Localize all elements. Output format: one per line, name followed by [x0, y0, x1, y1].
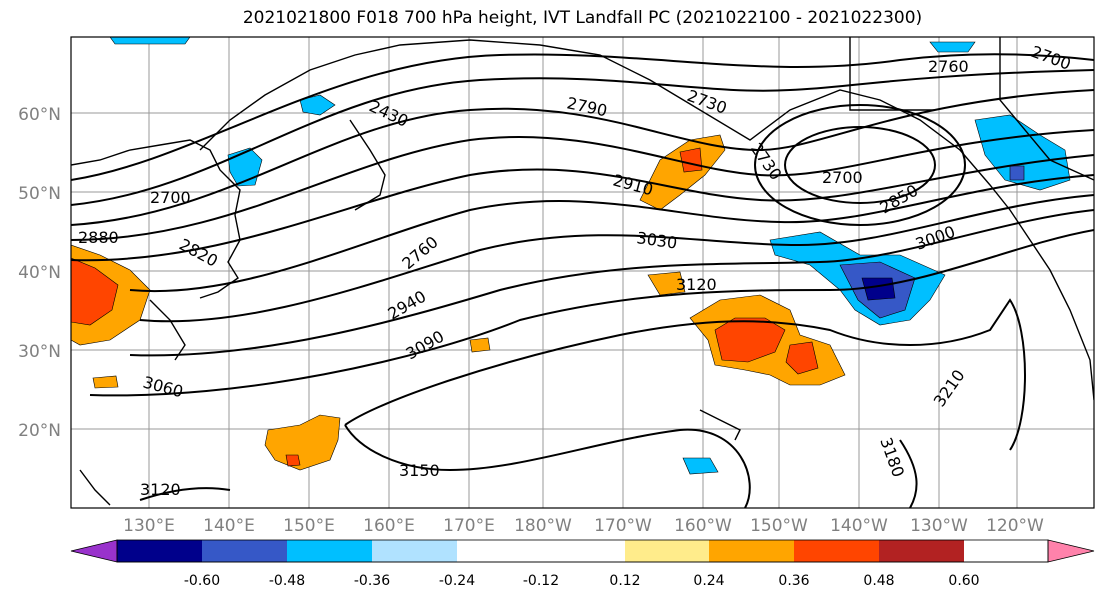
svg-text:150°E: 150°E — [283, 516, 335, 536]
svg-text:160°E: 160°E — [363, 516, 415, 536]
svg-text:0.60: 0.60 — [948, 573, 979, 589]
colorbar-segment — [287, 540, 372, 562]
contour-label: 3120 — [676, 275, 717, 294]
svg-text:170°W: 170°W — [594, 516, 652, 536]
colorbar — [70, 539, 1095, 563]
svg-text:0.12: 0.12 — [609, 573, 640, 589]
contour-label: 2880 — [78, 228, 119, 247]
contour-label: 2760 — [928, 57, 969, 76]
contour-label: 2700 — [150, 188, 191, 207]
svg-text:120°W: 120°W — [986, 516, 1044, 536]
svg-text:50°N: 50°N — [18, 184, 61, 204]
svg-text:40°N: 40°N — [18, 263, 61, 283]
colorbar-segment — [794, 540, 879, 562]
svg-text:140°W: 140°W — [830, 516, 888, 536]
contour-label: 3150 — [399, 461, 440, 480]
svg-text:130°E: 130°E — [123, 516, 175, 536]
svg-text:150°W: 150°W — [750, 516, 808, 536]
svg-text:0.24: 0.24 — [693, 573, 724, 589]
svg-text:30°N: 30°N — [18, 342, 61, 362]
svg-text:20°N: 20°N — [18, 421, 61, 441]
contour-label: 2700 — [822, 168, 863, 187]
colorbar-segment — [709, 540, 794, 562]
height-contours — [71, 53, 1094, 508]
colorbar-segment — [457, 540, 541, 562]
colorbar-segment — [541, 540, 625, 562]
colorbar-segment — [117, 540, 202, 562]
colorbar-segment — [625, 540, 709, 562]
longitude-labels: 130°E 140°E 150°E 160°E 170°E 180°W 170°… — [123, 516, 1044, 536]
svg-text:-0.12: -0.12 — [523, 573, 559, 589]
svg-text:0.48: 0.48 — [863, 573, 894, 589]
svg-text:180°W: 180°W — [514, 516, 572, 536]
svg-text:-0.48: -0.48 — [269, 573, 305, 589]
colorbar-ticks: -0.60 -0.48 -0.36 -0.24 -0.12 0.12 0.24 … — [184, 573, 980, 589]
ivt-shading — [71, 37, 1071, 475]
svg-text:140°E: 140°E — [203, 516, 255, 536]
svg-text:130°W: 130°W — [910, 516, 968, 536]
map-title: 2021021800 F018 700 hPa height, IVT Land… — [242, 8, 923, 28]
colorbar-segment — [879, 540, 964, 562]
svg-text:60°N: 60°N — [18, 105, 61, 125]
svg-text:-0.60: -0.60 — [184, 573, 220, 589]
colorbar-max-arrow — [1048, 540, 1094, 562]
map-frame — [70, 36, 1095, 509]
contour-label: 3120 — [140, 480, 181, 499]
svg-text:-0.24: -0.24 — [439, 573, 475, 589]
svg-text:170°E: 170°E — [443, 516, 495, 536]
colorbar-segment — [202, 540, 287, 562]
svg-text:-0.36: -0.36 — [354, 573, 390, 589]
colorbar-segment — [372, 540, 457, 562]
colorbar-min-arrow — [71, 540, 117, 562]
svg-text:160°W: 160°W — [674, 516, 732, 536]
latitude-labels: 60°N 50°N 40°N 30°N 20°N — [18, 105, 61, 441]
svg-text:0.36: 0.36 — [778, 573, 809, 589]
